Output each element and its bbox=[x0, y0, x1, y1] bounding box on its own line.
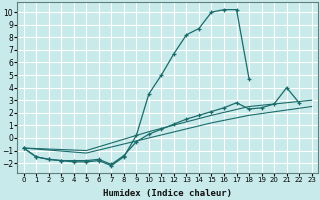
X-axis label: Humidex (Indice chaleur): Humidex (Indice chaleur) bbox=[103, 189, 232, 198]
